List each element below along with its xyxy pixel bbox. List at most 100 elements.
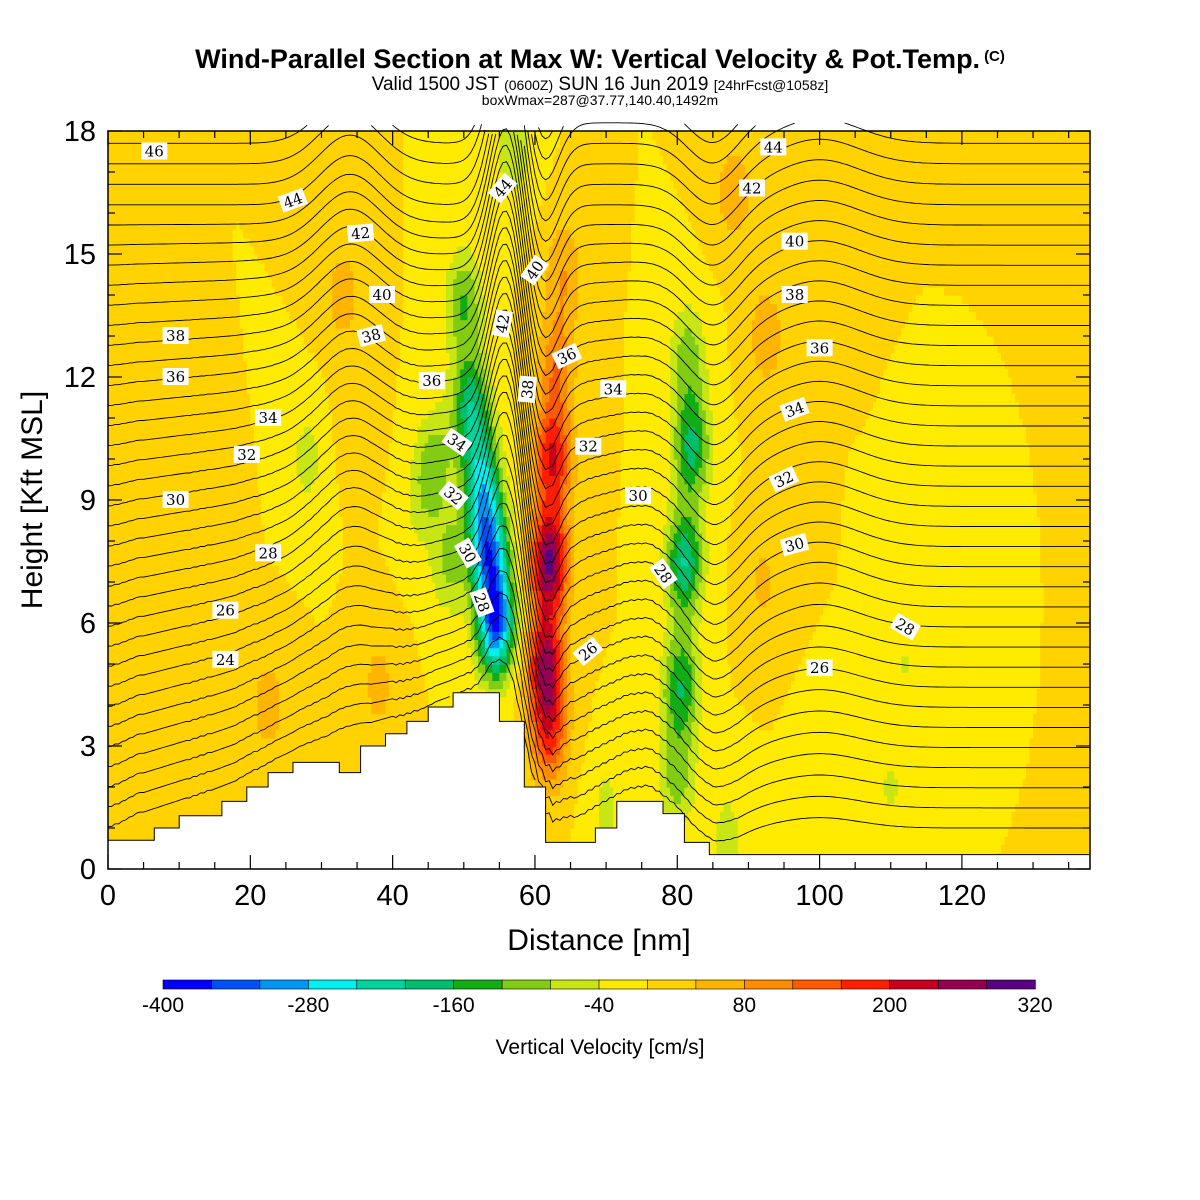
contour-label: 36 bbox=[806, 339, 833, 357]
colorbar-swatch bbox=[211, 979, 261, 990]
contour-label: 28 bbox=[255, 544, 282, 562]
colorbar-swatch bbox=[840, 979, 891, 990]
colorbar: -400 -280 -160 -40 80 200 320 bbox=[142, 979, 1053, 1017]
y-tick-label: 9 bbox=[80, 485, 96, 517]
valid-time-line: Valid 1500 JST (0600Z) SUN 16 Jun 2019 [… bbox=[0, 74, 1200, 96]
colorbar-swatch bbox=[647, 979, 697, 990]
colorbar-swatch bbox=[695, 979, 746, 990]
contour-label-text: 38 bbox=[360, 325, 383, 347]
y-tick-label: 12 bbox=[64, 362, 96, 394]
contour-label-text: 46 bbox=[145, 143, 164, 161]
contour-label-text: 42 bbox=[492, 313, 513, 335]
contour-label-text: 36 bbox=[810, 339, 829, 357]
contour-label: 42 bbox=[491, 309, 513, 338]
contour-label-text: 34 bbox=[783, 398, 807, 421]
contour-label-text: 24 bbox=[216, 651, 235, 669]
contour-label: 44 bbox=[277, 187, 308, 213]
contour-label-text: 30 bbox=[629, 487, 648, 505]
colorbar-swatch bbox=[744, 979, 794, 990]
contour-label: 42 bbox=[739, 179, 765, 197]
contour-label: 24 bbox=[212, 650, 239, 669]
y-tick-label: 3 bbox=[80, 731, 96, 763]
contour-label: 32 bbox=[575, 437, 602, 456]
y-tick-label: 6 bbox=[80, 608, 96, 640]
contour-label-text: 36 bbox=[422, 372, 441, 390]
contour-label-text: 38 bbox=[166, 327, 185, 345]
colorbar-swatch bbox=[356, 979, 406, 990]
contour-label: 26 bbox=[212, 601, 239, 620]
colorbar-swatch bbox=[501, 979, 552, 990]
x-axis-label: Distance [nm] bbox=[507, 924, 690, 957]
contour-label: 34 bbox=[600, 380, 627, 398]
contour-label: 30 bbox=[162, 491, 189, 509]
valid-date: SUN 16 Jun 2019 bbox=[558, 74, 709, 95]
contour-label: 46 bbox=[141, 142, 168, 161]
contour-label-text: 26 bbox=[216, 602, 235, 620]
contour-label-text: 36 bbox=[166, 368, 185, 386]
colorbar-swatch bbox=[162, 979, 213, 990]
contour-label-text: 28 bbox=[259, 544, 278, 562]
contour-label-text: 30 bbox=[166, 491, 185, 509]
box-wmax-line: boxWmax=287@37.77,140.40,1492m bbox=[481, 92, 719, 108]
colorbar-swatch bbox=[404, 979, 455, 990]
colorbar-tick-label: -160 bbox=[433, 994, 475, 1017]
contour-label: 34 bbox=[255, 409, 282, 427]
contour-label: 28 bbox=[469, 587, 495, 618]
contour-label: 44 bbox=[487, 172, 518, 204]
contour-label-text: 44 bbox=[764, 138, 783, 156]
x-tick-label: 80 bbox=[661, 880, 693, 912]
contour-label-text: 26 bbox=[810, 659, 829, 677]
colorbar-swatch bbox=[889, 979, 939, 990]
x-tick-label: 120 bbox=[938, 880, 986, 912]
contour-label-text: 32 bbox=[579, 438, 598, 456]
velocity-field bbox=[108, 131, 1091, 870]
colorbar-title: Vertical Velocity [cm/s] bbox=[495, 1036, 705, 1059]
contour-label: 38 bbox=[781, 286, 808, 304]
contour-label-text: 44 bbox=[281, 189, 305, 212]
contour-label-text: 32 bbox=[237, 446, 256, 464]
colorbar-tick-label: 320 bbox=[1017, 994, 1052, 1017]
chart-title: Wind-Parallel Section at Max W: Vertical… bbox=[0, 44, 1200, 75]
contour-label-text: 40 bbox=[785, 233, 804, 251]
contour-label: 30 bbox=[779, 533, 810, 556]
valid-utc: (0600Z) bbox=[504, 77, 554, 93]
contour-label: 32 bbox=[233, 445, 260, 464]
y-tick-label: 0 bbox=[80, 854, 96, 886]
colorbar-swatch bbox=[937, 979, 988, 990]
contour-label-text: 38 bbox=[518, 379, 538, 400]
x-tick-label: 40 bbox=[377, 880, 409, 912]
chart-title-text: Wind-Parallel Section at Max W: Vertical… bbox=[195, 44, 981, 74]
isentrope-labels: 46 44 42 40 38 38 36 36 34 34 32 32 30 30 28 28 26 24 44 40… bbox=[141, 138, 921, 677]
contour-label-text: 34 bbox=[259, 409, 278, 427]
contour-label-text: 42 bbox=[350, 224, 371, 244]
colorbar-tick-label: 80 bbox=[733, 994, 756, 1017]
x-tick-label: 0 bbox=[100, 880, 116, 912]
y-tick-label: 18 bbox=[64, 116, 96, 148]
contour-label: 38 bbox=[517, 375, 538, 403]
colorbar-tick-label: -40 bbox=[584, 994, 614, 1017]
contour-label: 44 bbox=[760, 138, 787, 156]
colorbar-swatch bbox=[598, 979, 649, 990]
contour-label-text: 34 bbox=[604, 380, 623, 398]
contour-label-text: 42 bbox=[742, 179, 761, 197]
contour-label: 30 bbox=[625, 486, 652, 505]
contour-label-text: 38 bbox=[785, 286, 804, 304]
colorbar-tick-label: -400 bbox=[142, 994, 184, 1017]
forecast-info: [24hrFcst@1058z] bbox=[713, 77, 829, 93]
valid-prefix: Valid 1500 JST bbox=[371, 74, 499, 95]
contour-label-text: 40 bbox=[372, 286, 391, 304]
contour-label: 38 bbox=[162, 327, 189, 345]
y-axis-label: Height [Kft MSL] bbox=[16, 391, 49, 609]
colorbar-swatch bbox=[308, 979, 358, 990]
contour-label: 36 bbox=[418, 372, 445, 390]
colorbar-swatch bbox=[453, 979, 503, 990]
axis-ticks bbox=[107, 130, 1090, 870]
x-tick-label: 100 bbox=[795, 880, 843, 912]
x-tick-label: 60 bbox=[519, 880, 551, 912]
contour-label: 38 bbox=[356, 323, 386, 347]
contour-label-text: 28 bbox=[470, 590, 493, 614]
colorbar-swatch bbox=[986, 979, 1036, 990]
contour-label: 36 bbox=[162, 368, 189, 386]
y-tick-label: 15 bbox=[64, 239, 96, 271]
